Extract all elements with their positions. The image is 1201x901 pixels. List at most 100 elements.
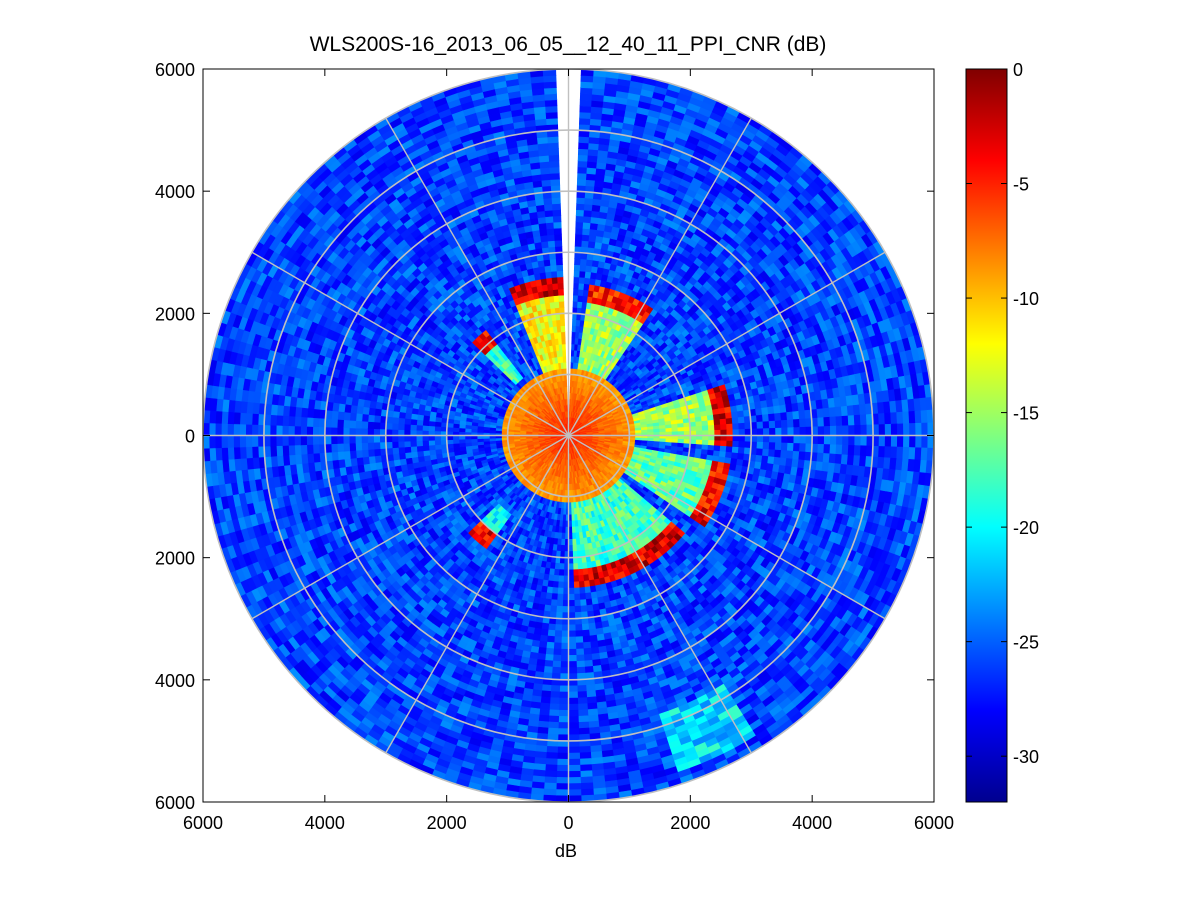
ppi-cell xyxy=(695,421,703,427)
ppi-cell xyxy=(706,414,715,422)
ppi-cell xyxy=(712,413,721,421)
ppi-cell xyxy=(890,435,898,448)
ppi-cell xyxy=(582,227,591,236)
ppi-cell xyxy=(761,407,769,416)
ppi-cell xyxy=(775,427,783,436)
ppi-cell xyxy=(822,453,831,464)
ppi-cell xyxy=(659,428,667,433)
ppi-cell xyxy=(585,179,596,187)
ppi-cell xyxy=(836,425,843,436)
ppi-cell xyxy=(696,430,703,436)
ppi-cell xyxy=(890,446,898,459)
ppi-cell xyxy=(840,405,849,417)
ppi-cell xyxy=(908,447,916,461)
ppi-cell xyxy=(577,160,588,168)
ppi-cell xyxy=(896,446,904,460)
ppi-cell xyxy=(799,418,807,428)
ppi-cell xyxy=(866,435,874,447)
ppi-cell xyxy=(768,420,776,429)
ppi-cell xyxy=(781,435,789,444)
ppi-cell xyxy=(588,234,597,243)
ppi-cell xyxy=(584,197,594,205)
ppi-cell xyxy=(732,423,740,431)
ppi-cell xyxy=(732,440,740,448)
ppi-cell xyxy=(726,440,734,448)
ppi-cell xyxy=(909,435,917,448)
ppi-cell xyxy=(908,410,916,424)
ppi-cell xyxy=(859,445,868,457)
ppi-cell xyxy=(714,435,722,442)
ppi-cell xyxy=(579,111,592,119)
ppi-cell xyxy=(909,423,917,436)
ppi-cell xyxy=(823,426,831,436)
ppi-cell xyxy=(848,425,856,436)
ppi-cell xyxy=(579,93,593,101)
ppi-cell xyxy=(768,413,776,422)
ppi-cell xyxy=(915,435,923,449)
ppi-cell xyxy=(576,203,585,211)
ppi-cell xyxy=(756,421,764,430)
ppi-cell xyxy=(707,419,715,427)
ppi-cell xyxy=(573,276,580,284)
ppi-cell xyxy=(695,439,703,446)
ppi-cell xyxy=(587,148,599,157)
ppi-cell xyxy=(726,429,734,436)
ppi-cell xyxy=(744,435,752,443)
ppi-cell xyxy=(921,422,929,436)
ppi-cell xyxy=(860,435,868,447)
ppi-cell xyxy=(774,420,782,429)
ppi-cell xyxy=(696,435,703,441)
ppi-cell xyxy=(799,435,807,445)
ppi-cell xyxy=(738,435,746,442)
ppi-cell xyxy=(580,87,594,95)
ppi-cell xyxy=(915,422,923,436)
ppi-cell xyxy=(577,154,589,162)
ppi-cell xyxy=(780,412,788,421)
ppi-cell xyxy=(793,418,801,428)
ppi-cell xyxy=(583,215,592,224)
ppi-cell xyxy=(587,240,596,249)
ppi-cell xyxy=(701,439,709,446)
ppi-cell xyxy=(578,136,590,144)
ppi-cell xyxy=(579,117,591,126)
ppi-cell xyxy=(573,282,580,290)
ppi-cell xyxy=(798,410,806,420)
ppi-cell xyxy=(677,427,685,432)
ppi-cell xyxy=(731,411,739,419)
ppi-cell xyxy=(840,454,849,466)
ppi-cell xyxy=(573,264,581,272)
ppi-cell xyxy=(836,435,843,446)
ppi-cell xyxy=(828,453,837,464)
ppi-cell xyxy=(579,264,587,272)
ppi-cell xyxy=(842,435,850,446)
ppi-cell xyxy=(854,435,862,447)
ppi-cell xyxy=(720,440,728,447)
ppi-cell xyxy=(896,435,904,448)
ppi-image xyxy=(203,69,934,802)
ppi-cell xyxy=(829,435,837,446)
ppi-cell xyxy=(732,429,740,436)
ppi-cell xyxy=(884,423,892,436)
ppi-cell xyxy=(719,445,727,453)
ppi-cell xyxy=(842,425,850,436)
ppi-cell xyxy=(720,429,728,436)
ppi-cell xyxy=(583,209,593,218)
ppi-cell xyxy=(580,258,588,266)
ppi-cell xyxy=(860,424,868,436)
ppi-cell xyxy=(829,416,837,427)
ppi-cell xyxy=(834,453,843,465)
ppi-cell xyxy=(859,414,868,426)
ppi-cell xyxy=(750,428,758,436)
ppi-cell xyxy=(738,429,746,436)
ppi-cell xyxy=(914,410,922,424)
ppi-cell xyxy=(576,197,586,205)
ppi-cell xyxy=(718,413,727,420)
ppi-cell xyxy=(713,419,721,426)
ppi-cell xyxy=(714,429,722,436)
ppi-cell xyxy=(737,410,745,418)
ppi-cell xyxy=(578,282,585,291)
ppi-cell xyxy=(841,415,849,427)
ppi-cell xyxy=(737,453,745,461)
ppi-cell xyxy=(817,426,825,436)
